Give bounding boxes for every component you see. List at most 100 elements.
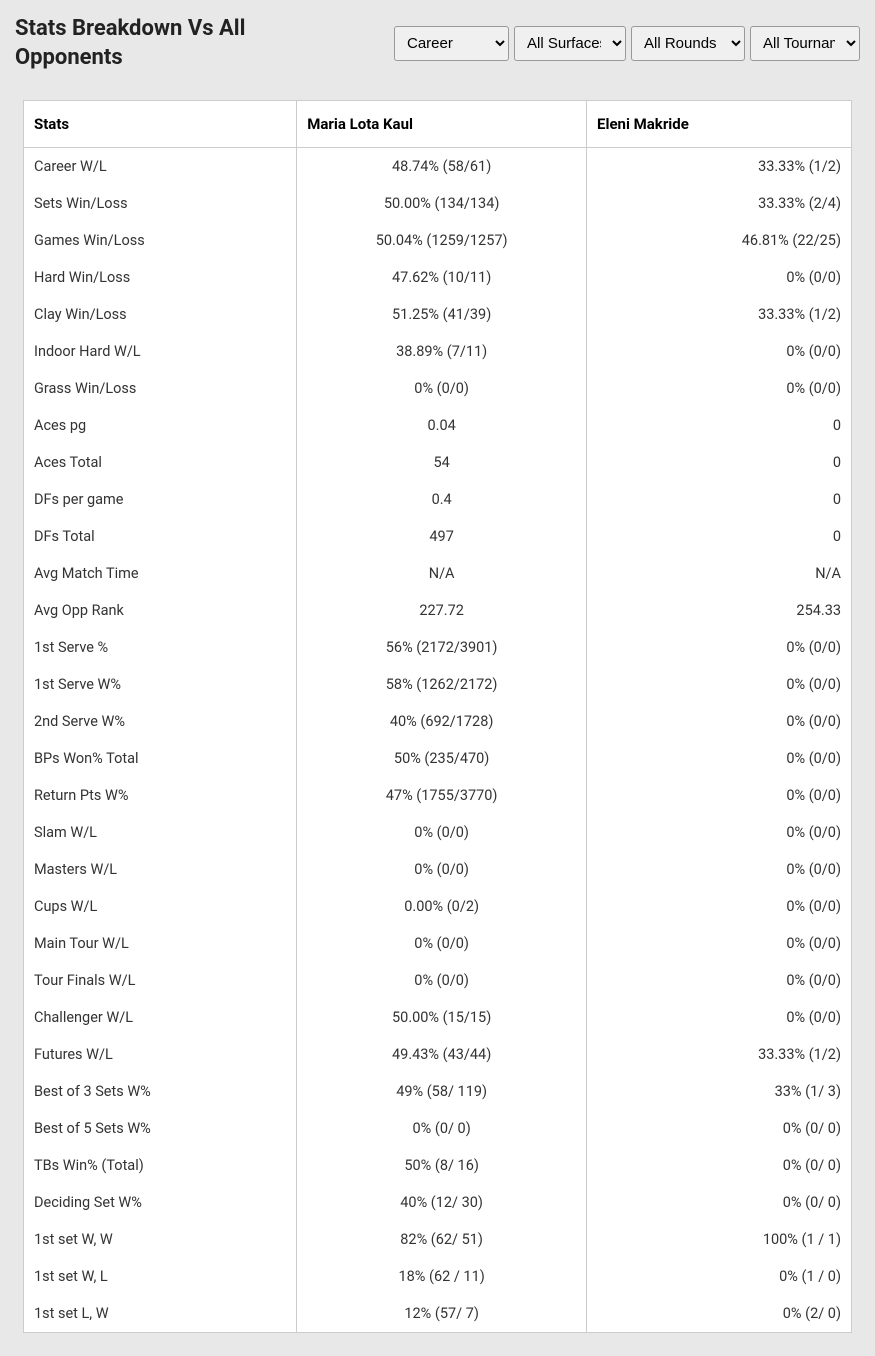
- rounds-filter[interactable]: All Rounds: [631, 26, 745, 61]
- player1-value-cell: 50.04% (1259/1257): [297, 222, 587, 259]
- stat-name-cell: Clay Win/Loss: [24, 296, 297, 333]
- table-row: Deciding Set W%40% (12/ 30)0% (0/ 0): [24, 1184, 852, 1221]
- tournaments-filter[interactable]: All Tournaments: [750, 26, 860, 61]
- player2-value-cell: 0% (0/0): [587, 999, 852, 1036]
- stat-name-cell: 1st set W, L: [24, 1258, 297, 1295]
- table-row: Slam W/L0% (0/0)0% (0/0): [24, 814, 852, 851]
- player2-value-cell: 100% (1 / 1): [587, 1221, 852, 1258]
- player1-value-cell: 0% (0/0): [297, 851, 587, 888]
- player2-value-cell: 0% (0/0): [587, 259, 852, 296]
- table-row: DFs Total4970: [24, 518, 852, 555]
- player2-value-cell: 0% (0/0): [587, 888, 852, 925]
- table-row: Avg Match TimeN/AN/A: [24, 555, 852, 592]
- table-header-row: Stats Maria Lota Kaul Eleni Makride: [24, 101, 852, 148]
- stat-name-cell: Best of 3 Sets W%: [24, 1073, 297, 1110]
- header: Stats Breakdown Vs All Opponents Career …: [15, 15, 860, 72]
- stat-name-cell: TBs Win% (Total): [24, 1147, 297, 1184]
- player2-value-cell: 0% (0/0): [587, 925, 852, 962]
- stat-name-cell: Hard Win/Loss: [24, 259, 297, 296]
- header-player1: Maria Lota Kaul: [297, 101, 587, 148]
- player1-value-cell: 51.25% (41/39): [297, 296, 587, 333]
- player1-value-cell: 56% (2172/3901): [297, 629, 587, 666]
- header-stats: Stats: [24, 101, 297, 148]
- player1-value-cell: N/A: [297, 555, 587, 592]
- table-row: Return Pts W%47% (1755/3770)0% (0/0): [24, 777, 852, 814]
- player1-value-cell: 48.74% (58/61): [297, 148, 587, 186]
- stat-name-cell: Aces pg: [24, 407, 297, 444]
- player2-value-cell: 33.33% (1/2): [587, 296, 852, 333]
- player1-value-cell: 0.00% (0/2): [297, 888, 587, 925]
- player1-value-cell: 0.4: [297, 481, 587, 518]
- header-player2: Eleni Makride: [587, 101, 852, 148]
- stat-name-cell: Tour Finals W/L: [24, 962, 297, 999]
- player1-value-cell: 47.62% (10/11): [297, 259, 587, 296]
- player2-value-cell: 0% (0/0): [587, 666, 852, 703]
- table-row: DFs per game0.40: [24, 481, 852, 518]
- table-row: Best of 3 Sets W%49% (58/ 119)33% (1/ 3): [24, 1073, 852, 1110]
- player1-value-cell: 49% (58/ 119): [297, 1073, 587, 1110]
- player1-value-cell: 50% (235/470): [297, 740, 587, 777]
- player2-value-cell: 0% (0/0): [587, 814, 852, 851]
- player1-value-cell: 0% (0/0): [297, 925, 587, 962]
- stat-name-cell: Cups W/L: [24, 888, 297, 925]
- stats-table: Stats Maria Lota Kaul Eleni Makride Care…: [23, 100, 852, 1333]
- table-row: Avg Opp Rank227.72254.33: [24, 592, 852, 629]
- table-row: Indoor Hard W/L38.89% (7/11)0% (0/0): [24, 333, 852, 370]
- table-row: 1st Serve W%58% (1262/2172)0% (0/0): [24, 666, 852, 703]
- stat-name-cell: Futures W/L: [24, 1036, 297, 1073]
- player1-value-cell: 58% (1262/2172): [297, 666, 587, 703]
- table-row: Sets Win/Loss50.00% (134/134)33.33% (2/4…: [24, 185, 852, 222]
- player2-value-cell: N/A: [587, 555, 852, 592]
- stat-name-cell: Sets Win/Loss: [24, 185, 297, 222]
- table-row: Cups W/L0.00% (0/2)0% (0/0): [24, 888, 852, 925]
- table-row: Tour Finals W/L0% (0/0)0% (0/0): [24, 962, 852, 999]
- stat-name-cell: 1st set L, W: [24, 1295, 297, 1333]
- player1-value-cell: 50.00% (15/15): [297, 999, 587, 1036]
- player2-value-cell: 0% (0/0): [587, 333, 852, 370]
- player2-value-cell: 46.81% (22/25): [587, 222, 852, 259]
- table-row: Masters W/L0% (0/0)0% (0/0): [24, 851, 852, 888]
- table-row: Challenger W/L50.00% (15/15)0% (0/0): [24, 999, 852, 1036]
- stat-name-cell: Avg Match Time: [24, 555, 297, 592]
- table-row: Clay Win/Loss51.25% (41/39)33.33% (1/2): [24, 296, 852, 333]
- player2-value-cell: 0% (0/0): [587, 629, 852, 666]
- stat-name-cell: 1st Serve %: [24, 629, 297, 666]
- table-row: 2nd Serve W%40% (692/1728)0% (0/0): [24, 703, 852, 740]
- filters: Career All Surfaces All Rounds All Tourn…: [394, 26, 860, 61]
- stat-name-cell: 2nd Serve W%: [24, 703, 297, 740]
- table-row: 1st Serve %56% (2172/3901)0% (0/0): [24, 629, 852, 666]
- player1-value-cell: 0% (0/ 0): [297, 1110, 587, 1147]
- table-row: 1st set W, L18% (62 / 11)0% (1 / 0): [24, 1258, 852, 1295]
- player2-value-cell: 0% (0/ 0): [587, 1147, 852, 1184]
- player2-value-cell: 33.33% (1/2): [587, 1036, 852, 1073]
- stat-name-cell: Avg Opp Rank: [24, 592, 297, 629]
- stat-name-cell: DFs Total: [24, 518, 297, 555]
- table-wrapper: Stats Maria Lota Kaul Eleni Makride Care…: [15, 92, 860, 1341]
- table-row: TBs Win% (Total)50% (8/ 16)0% (0/ 0): [24, 1147, 852, 1184]
- player1-value-cell: 0.04: [297, 407, 587, 444]
- career-filter[interactable]: Career: [394, 26, 509, 61]
- table-row: Grass Win/Loss0% (0/0)0% (0/0): [24, 370, 852, 407]
- player2-value-cell: 0% (2/ 0): [587, 1295, 852, 1333]
- surface-filter[interactable]: All Surfaces: [514, 26, 626, 61]
- player2-value-cell: 0: [587, 518, 852, 555]
- player2-value-cell: 0% (0/0): [587, 703, 852, 740]
- player2-value-cell: 0% (0/ 0): [587, 1110, 852, 1147]
- table-row: Best of 5 Sets W%0% (0/ 0)0% (0/ 0): [24, 1110, 852, 1147]
- stat-name-cell: DFs per game: [24, 481, 297, 518]
- stat-name-cell: Best of 5 Sets W%: [24, 1110, 297, 1147]
- table-row: Hard Win/Loss47.62% (10/11)0% (0/0): [24, 259, 852, 296]
- stat-name-cell: Main Tour W/L: [24, 925, 297, 962]
- player2-value-cell: 33% (1/ 3): [587, 1073, 852, 1110]
- stat-name-cell: Aces Total: [24, 444, 297, 481]
- player2-value-cell: 0% (0/ 0): [587, 1184, 852, 1221]
- stat-name-cell: Challenger W/L: [24, 999, 297, 1036]
- player2-value-cell: 33.33% (2/4): [587, 185, 852, 222]
- player1-value-cell: 82% (62/ 51): [297, 1221, 587, 1258]
- stat-name-cell: Career W/L: [24, 148, 297, 186]
- stat-name-cell: BPs Won% Total: [24, 740, 297, 777]
- table-row: Games Win/Loss50.04% (1259/1257)46.81% (…: [24, 222, 852, 259]
- table-row: Career W/L48.74% (58/61)33.33% (1/2): [24, 148, 852, 186]
- player2-value-cell: 254.33: [587, 592, 852, 629]
- player1-value-cell: 227.72: [297, 592, 587, 629]
